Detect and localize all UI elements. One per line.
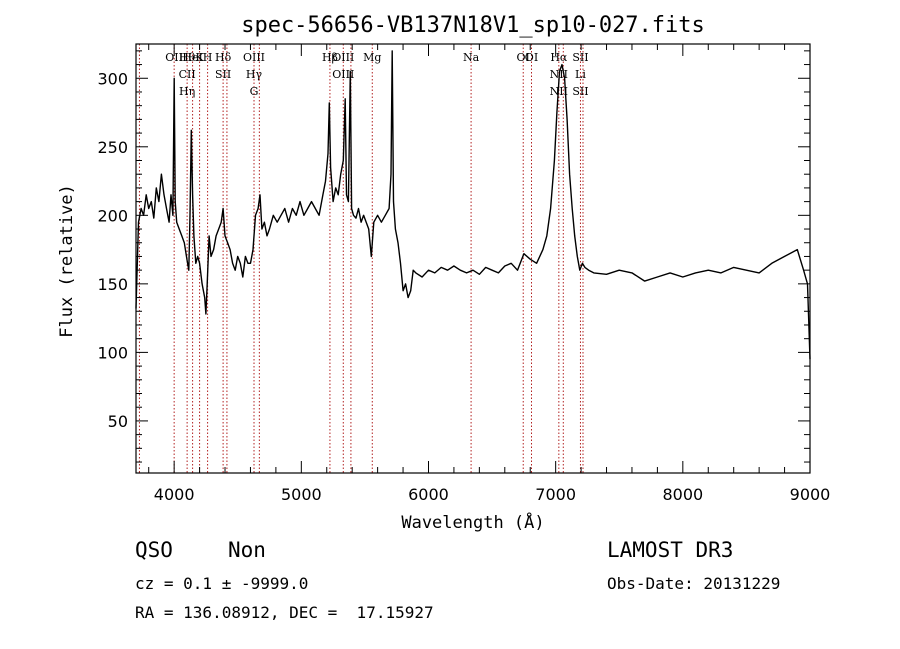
y-tick-label: 300 [97, 69, 128, 88]
line-marker-label: Mg [363, 51, 381, 64]
line-marker-label: OIII [332, 68, 354, 81]
spectrum-line [135, 50, 811, 360]
line-marker-label: OII [165, 51, 183, 64]
line-marker-label: G [250, 85, 259, 98]
redshift-readout: cz = 0.1 ± -9999.0 [135, 574, 309, 593]
line-marker-label: Hθ [179, 51, 196, 64]
line-marker-label: SII [572, 85, 588, 98]
y-axis-label: Flux (relative) [57, 184, 77, 338]
y-tick-label: 150 [97, 275, 128, 294]
x-tick-label: 8000 [662, 485, 703, 504]
object-subclass: Non [228, 538, 266, 562]
line-marker-label: OIII [332, 51, 354, 64]
line-marker-label: Hδ [215, 51, 232, 64]
observation-date: Obs-Date: 20131229 [607, 574, 781, 593]
line-marker-label: Li [575, 68, 586, 81]
line-marker-label: Hη [179, 85, 195, 98]
y-tick-label: 200 [97, 206, 128, 225]
chart-title: spec-56656-VB137N18V1_sp10-027.fits [241, 13, 705, 38]
plot-frame [135, 43, 811, 474]
object-class: QSO [135, 538, 173, 562]
line-marker-label: OIII [243, 51, 265, 64]
x-tick-label: 9000 [790, 485, 831, 504]
x-tick-label: 6000 [408, 485, 449, 504]
line-marker-label: CII [179, 68, 196, 81]
line-marker-label: Hα [550, 51, 568, 64]
axis-ticks: 4000 5000 6000 7000 8000 9000 50 100 150 200 250 30… [97, 44, 830, 504]
survey-label: LAMOST DR3 [607, 538, 734, 562]
line-marker-label: Na [463, 51, 480, 64]
x-tick-label: 4000 [154, 485, 195, 504]
line-marker-label: HeI [182, 51, 202, 64]
line-marker-label: SII [215, 68, 231, 81]
coordinates-readout: RA = 136.08912, DEC = 17.15927 [135, 603, 434, 622]
x-tick-label: 5000 [281, 485, 322, 504]
line-marker-label: Hγ [246, 68, 263, 81]
y-tick-label: 50 [108, 412, 128, 431]
y-tick-label: 100 [97, 343, 128, 362]
line-marker-label: H [203, 51, 213, 64]
line-marker-label: Hβ [322, 51, 338, 64]
line-marker-label: OI [517, 51, 530, 64]
x-tick-label: 7000 [535, 485, 576, 504]
x-axis-label: Wavelength (Å) [401, 511, 544, 533]
line-marker-label: K [195, 51, 204, 64]
line-marker-label: OI [525, 51, 538, 64]
line-marker-label: SII [572, 51, 588, 64]
y-tick-label: 250 [97, 138, 128, 157]
